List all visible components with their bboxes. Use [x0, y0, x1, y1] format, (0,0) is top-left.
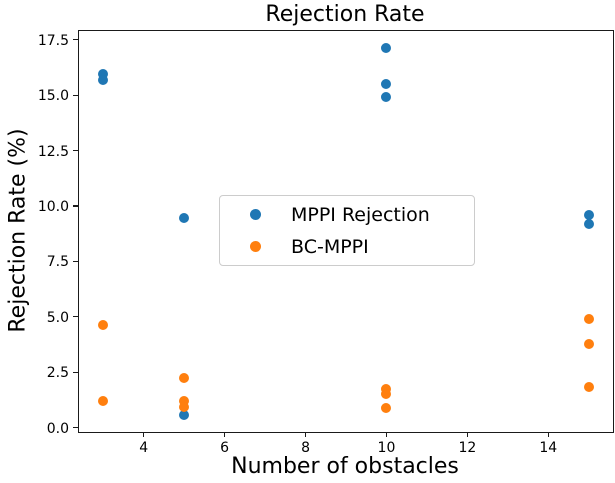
x-tick-mark [143, 432, 145, 437]
y-tick-mark [72, 426, 78, 429]
x-tick-label: 10 [377, 440, 396, 456]
legend-marker-icon [250, 209, 261, 220]
y-tick-label: 5.0 [46, 309, 69, 326]
x-tick-label: 8 [301, 440, 310, 456]
x-tick-label: 6 [220, 440, 230, 456]
y-tick-label: 10.0 [37, 199, 69, 216]
legend-item: BC-MPPI [230, 234, 464, 260]
x-tick-mark [385, 432, 388, 437]
y-tick-mark [72, 371, 78, 373]
x-tick-label: 14 [539, 440, 558, 456]
x-tick-mark [304, 432, 307, 437]
y-tick-label: 12.5 [37, 143, 69, 160]
scatter-point [98, 74, 109, 85]
scatter-point [583, 209, 594, 220]
x-axis-label: Number of obstacles [231, 454, 459, 479]
y-tick-mark [72, 260, 78, 262]
x-tick-label: 4 [139, 440, 149, 456]
scatter-point [381, 389, 392, 400]
scatter-point [381, 42, 392, 53]
scatter-point [179, 395, 190, 406]
scatter-point [583, 218, 594, 229]
scatter-point [98, 395, 109, 406]
scatter-point [583, 339, 594, 350]
y-tick-label: 7.5 [46, 254, 69, 271]
scatter-point [583, 381, 594, 392]
scatter-point [583, 314, 594, 324]
legend-item: MPPI Rejection [230, 202, 464, 228]
y-tick-mark [72, 39, 78, 41]
scatter-point [381, 383, 392, 394]
plot-area: MPPI Rejection BC-MPPI 4 6 8 10 12 14 0.0 2.5 5.0… [38, 30, 614, 455]
chart-title: Rejection Rate [265, 2, 425, 27]
scatter-point [98, 69, 109, 80]
scatter-point [98, 319, 109, 330]
legend-item-label: BC-MPPI [291, 235, 369, 258]
y-tick-mark [72, 150, 78, 152]
y-tick-label: 2.5 [46, 365, 69, 382]
scatter-point [179, 213, 190, 224]
x-tick-mark [224, 432, 226, 437]
x-tick-label: 12 [458, 440, 477, 456]
x-tick-mark [547, 432, 549, 437]
y-tick-mark [72, 316, 78, 318]
y-tick-mark [72, 205, 78, 207]
scatter-point [381, 92, 392, 103]
y-tick-label: 15.0 [37, 88, 69, 105]
y-tick-label: 0.0 [46, 420, 69, 437]
legend: MPPI Rejection BC-MPPI [219, 195, 475, 266]
scatter-point [179, 372, 190, 383]
y-tick-mark [72, 94, 78, 96]
y-tick-label: 17.5 [37, 32, 69, 49]
legend-marker-icon [250, 241, 261, 252]
scatter-point [381, 402, 392, 413]
scatter-point [381, 79, 392, 90]
scatter-point [179, 410, 190, 421]
x-tick-mark [466, 432, 468, 437]
legend-item-label: MPPI Rejection [291, 203, 430, 226]
scatter-point [179, 401, 190, 412]
